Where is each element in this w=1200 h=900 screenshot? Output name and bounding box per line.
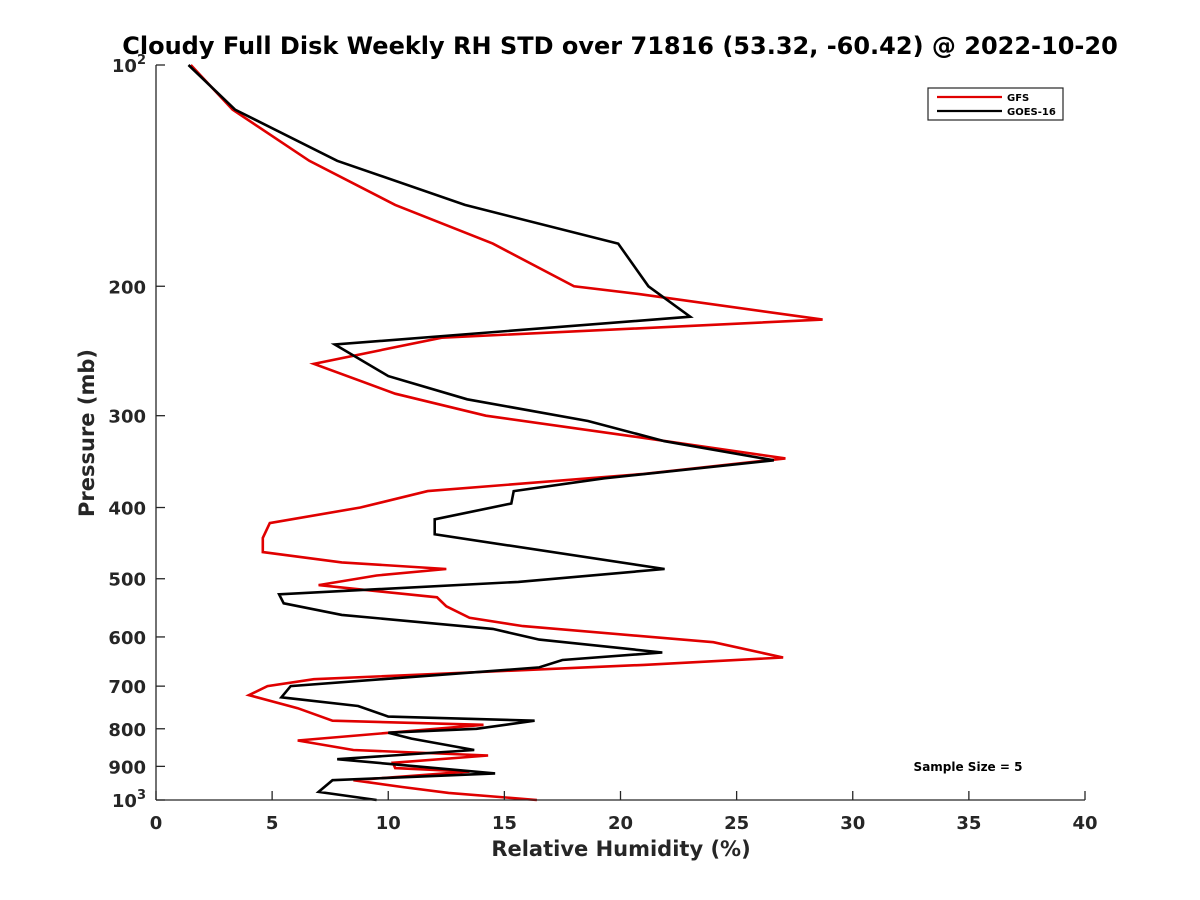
- legend-label-gfs: GFS: [1007, 93, 1029, 104]
- legend-box: [927, 87, 1064, 121]
- plot-area: 0 5 10 15 20 25 30 35 40 102 200 300 400 500 600 700 80…: [108, 53, 1097, 834]
- y-tick-label: 102: [112, 53, 146, 77]
- series-line-gfs: [189, 64, 823, 802]
- axes-layer: [155, 65, 1085, 801]
- x-axis-label: Relative Humidity (%): [491, 837, 750, 861]
- legend: GFS GOES-16: [927, 87, 1064, 121]
- y-tick-label: 300: [108, 407, 146, 428]
- x-tick-label: 5: [266, 813, 279, 834]
- sample-size-annotation: Sample Size = 5: [914, 760, 1023, 774]
- y-axis-label: Pressure (mb): [75, 349, 99, 517]
- x-tick-label: 35: [956, 813, 981, 834]
- x-tick-label: 20: [608, 813, 633, 834]
- x-tick-label: 15: [492, 813, 517, 834]
- y-tick-label: 600: [108, 628, 146, 649]
- x-tick-label: 40: [1072, 813, 1097, 834]
- y-tick-label: 900: [108, 757, 146, 778]
- y-ticks: 102 200 300 400 500 600 700 800 900 103: [108, 53, 165, 812]
- x-tick-label: 10: [376, 813, 401, 834]
- y-tick-label: 200: [108, 277, 146, 298]
- x-ticks: 0 5 10 15 20 25 30 35 40: [150, 791, 1098, 834]
- y-tick-label: 103: [112, 788, 146, 812]
- x-tick-label: 25: [724, 813, 749, 834]
- series-layer: [187, 64, 823, 802]
- y-tick-label: 500: [108, 570, 146, 591]
- x-tick-label: 30: [840, 813, 865, 834]
- series-line-goes16: [187, 64, 775, 802]
- y-tick-label: 800: [108, 720, 146, 741]
- legend-label-goes16: GOES-16: [1007, 107, 1056, 118]
- chart-title: Cloudy Full Disk Weekly RH STD over 7181…: [122, 32, 1118, 60]
- y-tick-label: 400: [108, 499, 146, 520]
- y-tick-label: 700: [108, 677, 146, 698]
- x-tick-label: 0: [150, 813, 163, 834]
